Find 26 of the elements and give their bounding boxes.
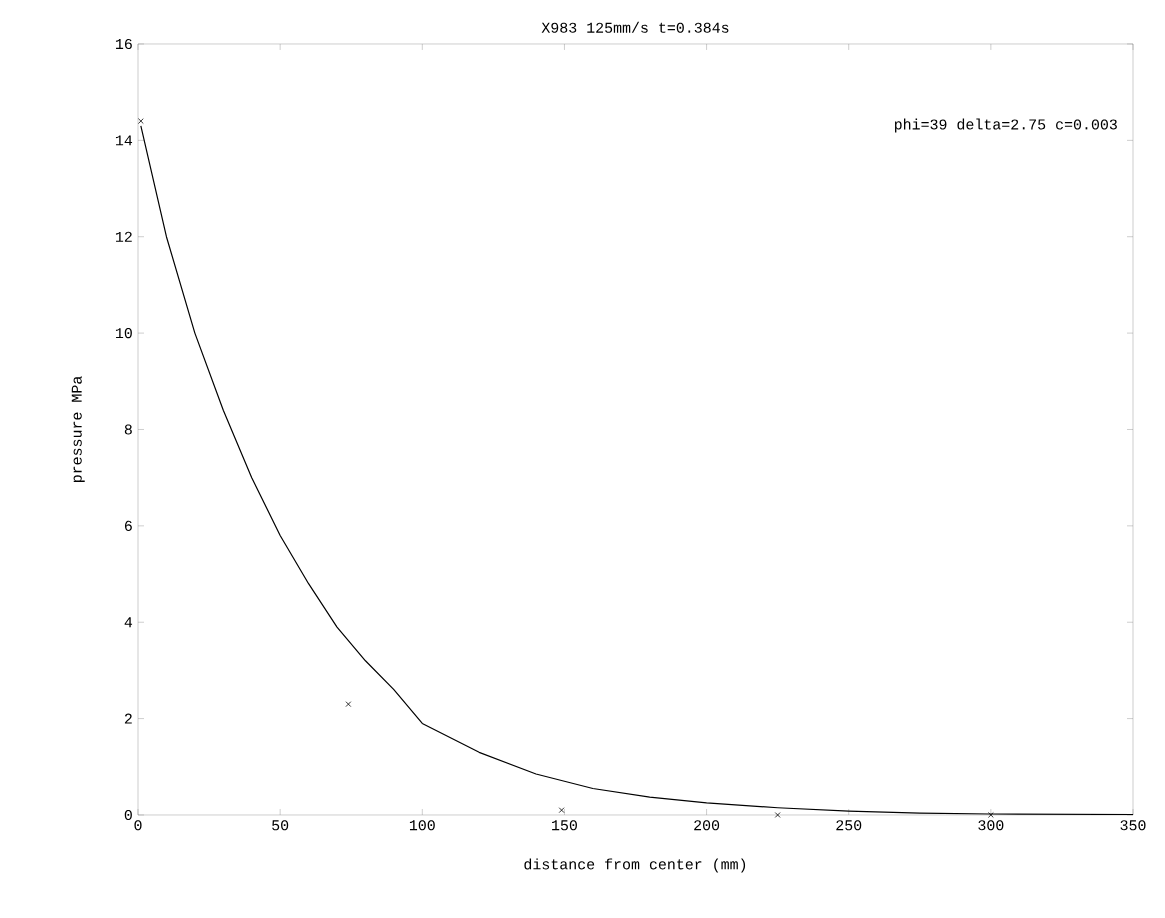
- x-tick-label: 100: [409, 820, 435, 831]
- y-tick-label: 2: [124, 713, 132, 724]
- x-tick-label: 200: [694, 820, 720, 831]
- chart-title: X983 125mm/s t=0.384s: [541, 21, 729, 33]
- y-tick-label: 8: [124, 424, 132, 435]
- point: [988, 812, 994, 818]
- x-tick-label: 350: [1120, 820, 1146, 831]
- point: [345, 701, 352, 708]
- y-tick-label: 6: [124, 520, 132, 531]
- y-tick-label: 14: [115, 135, 133, 146]
- y-axis-title: pressure MPa: [71, 376, 85, 482]
- point: [137, 118, 144, 124]
- x-tick-label: 250: [836, 820, 862, 831]
- point: [558, 807, 565, 814]
- x-tick-label: 150: [552, 820, 577, 831]
- y-tick-label: 16: [115, 38, 132, 50]
- x-tick-label: 300: [978, 820, 1004, 831]
- x-axis-title: distance from center (mm): [524, 858, 746, 873]
- x-tick-label: 50: [272, 820, 289, 831]
- y-tick-label: 4: [124, 617, 133, 628]
- annotation: phi=39 delta=2.75 c=0.003: [895, 118, 1117, 133]
- y-tick-label: 12: [115, 231, 132, 242]
- y-tick-label: 10: [115, 328, 132, 339]
- y-tick-label: 0: [124, 809, 132, 821]
- x-tick-label: 0: [134, 820, 142, 831]
- point: [774, 812, 781, 818]
